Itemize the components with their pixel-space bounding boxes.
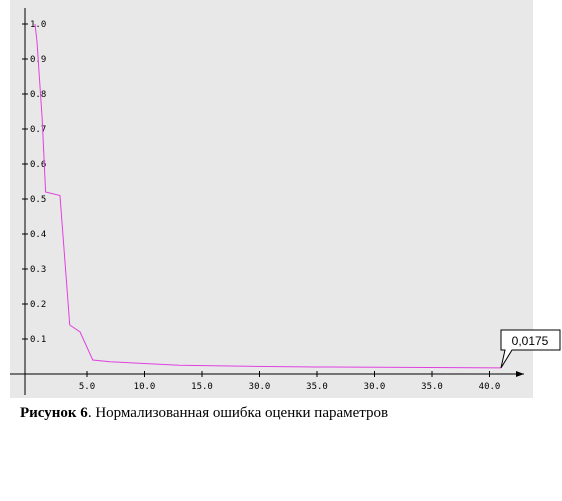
y-tick-label: 0.6 (30, 160, 46, 170)
x-tick-label: 10.0 (134, 382, 156, 392)
annotation-box (500, 329, 561, 369)
x-tick-label: 15.0 (191, 382, 213, 392)
x-tick-label: 35.0 (306, 382, 328, 392)
x-axis-arrow (516, 371, 524, 377)
caption-text: . Нормализованная ошибка оценки параметр… (87, 405, 389, 421)
y-tick-label: 0.3 (30, 265, 46, 275)
y-tick-label: 0.5 (30, 195, 46, 205)
caption-label: Рисунок 6 (20, 405, 88, 421)
y-tick-label: 1.0 (30, 20, 46, 30)
x-tick-label: 40.0 (479, 382, 501, 392)
x-tick-label: 5.0 (79, 382, 95, 392)
caption: Рисунок 6. Нормализованная ошибка оценки… (20, 405, 388, 422)
y-tick-label: 0.4 (30, 230, 46, 240)
annotation: 0,0175 (512, 334, 549, 348)
chart: 0.10.20.30.40.50.60.70.80.91.05.0 10.0 15.… (10, 0, 561, 398)
y-tick-label: 0.1 (30, 335, 46, 345)
x-tick-label: 30.0 (249, 382, 271, 392)
data-line (34, 23, 502, 369)
x-tick-label: 30.0 (364, 382, 386, 392)
x-tick-label: 35.0 (421, 382, 443, 392)
y-tick-label: 0.8 (30, 90, 46, 100)
y-tick-label: 0.7 (30, 125, 46, 135)
plot-background (10, 0, 533, 398)
y-tick-label: 0.2 (30, 300, 46, 310)
